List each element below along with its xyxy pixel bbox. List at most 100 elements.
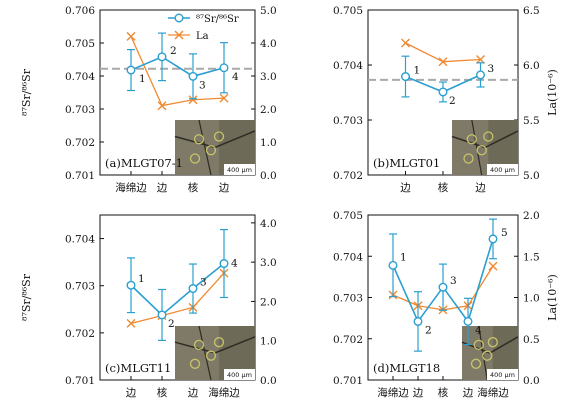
left-tick-label: 0.706 bbox=[65, 5, 95, 17]
sr-point-label: 2 bbox=[170, 45, 177, 57]
sr-point bbox=[219, 63, 229, 73]
left-tick-label: 0.702 bbox=[65, 328, 95, 340]
chart-panel-4: 0.701 0.702 0.703 0.704 0.705 0.0 0.5 1.0 1.5 2.0… bbox=[333, 210, 559, 399]
sr-point-label: 3 bbox=[450, 275, 457, 287]
legend-sr-label: ⁸⁷Sr/⁸⁶Sr bbox=[196, 14, 239, 25]
right-tick-label: 2.0 bbox=[260, 104, 277, 116]
category-label: 海绵边 bbox=[477, 386, 509, 399]
sr-point-label: 2 bbox=[449, 95, 456, 107]
category-label: 核 bbox=[157, 386, 168, 399]
legend-la-marker bbox=[174, 30, 184, 40]
micrograph-spot bbox=[473, 339, 484, 351]
legend: ⁸⁷Sr/⁸⁶Sr La bbox=[168, 13, 239, 42]
micrograph-texture bbox=[175, 120, 219, 175]
category-label: 边 bbox=[126, 387, 137, 399]
scale-bar-label: 400 μm bbox=[490, 371, 515, 379]
category-label: 边 bbox=[188, 387, 199, 399]
chart-panel-1: 0.701 0.702 0.703 0.704 0.705 0.706 0.0 1.0 2.0 3… bbox=[20, 5, 277, 194]
left-tick-label: 0.702 bbox=[333, 334, 363, 346]
category-label: 边 bbox=[157, 182, 168, 194]
panel-label: (b)MLGT01 bbox=[373, 156, 440, 170]
sr-point-label: 1 bbox=[138, 273, 145, 285]
la-marker-stroke bbox=[476, 55, 485, 64]
la-marker-stroke bbox=[126, 318, 136, 328]
left-tick-label: 0.703 bbox=[333, 293, 363, 305]
right-tick-label: 1.0 bbox=[523, 293, 540, 305]
left-tick-label: 0.703 bbox=[333, 115, 363, 127]
inset-micrograph: 400 μm bbox=[174, 119, 256, 176]
right-tick-label: 3.0 bbox=[260, 71, 277, 83]
micrograph-spot bbox=[189, 358, 201, 369]
sr-point bbox=[413, 316, 423, 326]
left-tick-label: 0.701 bbox=[65, 375, 95, 387]
sr-point bbox=[463, 316, 473, 326]
right-tick-label: 0.0 bbox=[260, 170, 277, 182]
sr-point bbox=[438, 282, 448, 292]
left-axis-title: ⁸⁷Sr/⁸⁶Sr bbox=[20, 68, 33, 116]
left-tick-label: 0.705 bbox=[333, 5, 363, 17]
sr-point-label: 2 bbox=[425, 324, 432, 336]
category-label: 边 bbox=[413, 387, 424, 399]
left-tick-label: 0.702 bbox=[65, 137, 95, 149]
right-axis-title: La(10⁻⁶) bbox=[546, 274, 559, 321]
right-tick-label: 4.0 bbox=[260, 38, 277, 50]
scale-bar-box bbox=[487, 369, 518, 380]
left-axis-title: ⁸⁷Sr/⁸⁶Sr bbox=[20, 273, 33, 321]
sr-point bbox=[157, 310, 167, 320]
inset-micrograph: 400 μm bbox=[174, 325, 256, 381]
category-label: 边 bbox=[475, 182, 486, 194]
la-series-line bbox=[130, 36, 225, 107]
left-tick-label: 0.703 bbox=[65, 104, 95, 116]
sr-point bbox=[401, 72, 411, 82]
la-marker-stroke bbox=[126, 31, 136, 41]
sr-point-label: 2 bbox=[168, 318, 175, 330]
la-point bbox=[401, 38, 410, 48]
right-tick-label: 5.5 bbox=[523, 115, 540, 127]
left-tick-label: 0.704 bbox=[65, 71, 95, 83]
sr-point-label: 5 bbox=[501, 227, 508, 239]
left-tick-label: 0.704 bbox=[333, 60, 363, 72]
sr-point bbox=[188, 284, 198, 294]
chart-panel-3: 0.7010.7020.7030.7040.01.02.03.04.0边核边海绵… bbox=[20, 214, 277, 399]
sr-point bbox=[126, 65, 136, 75]
la-point bbox=[488, 261, 498, 271]
panel-label: (d)MLGT18 bbox=[373, 361, 440, 375]
category-label: 边 bbox=[219, 182, 230, 194]
micrograph-spot bbox=[463, 153, 474, 164]
scale-bar-box bbox=[224, 369, 255, 380]
micrograph-spot bbox=[213, 131, 225, 142]
micrograph-crack bbox=[198, 119, 212, 176]
legend-sr-marker bbox=[174, 13, 184, 23]
micrograph-spot bbox=[482, 350, 493, 361]
sr-point bbox=[126, 280, 136, 290]
left-tick-label: 0.701 bbox=[65, 170, 95, 182]
micrograph-texture bbox=[175, 326, 219, 380]
right-tick-label: 1.5 bbox=[523, 251, 540, 263]
la-series-line bbox=[405, 42, 481, 63]
scale-bar-label: 400 μm bbox=[490, 166, 515, 174]
micrograph-spot bbox=[205, 350, 217, 361]
right-tick-label: 5.0 bbox=[260, 5, 277, 17]
micrograph-spot bbox=[483, 131, 494, 142]
inset-micrograph: 400 μm bbox=[451, 119, 519, 176]
left-tick-label: 0.704 bbox=[333, 251, 363, 263]
la-marker-stroke bbox=[157, 101, 167, 111]
right-tick-label: 0.0 bbox=[260, 375, 277, 387]
sr-point-label: 1 bbox=[400, 251, 407, 263]
panel-label: (c)MLGT11 bbox=[105, 361, 171, 375]
left-tick-label: 0.705 bbox=[65, 38, 95, 50]
sr-series-line bbox=[130, 55, 225, 78]
sr-point bbox=[388, 260, 398, 270]
left-tick-label: 0.703 bbox=[65, 281, 95, 293]
la-point bbox=[219, 93, 229, 103]
la-series-line bbox=[130, 272, 225, 325]
micrograph-crack bbox=[198, 325, 212, 381]
la-marker-stroke bbox=[438, 57, 448, 67]
la-point bbox=[476, 55, 485, 64]
chart-panel-2: 0.702 0.703 0.704 0.705 5.0 5.5 6.0 6.5 边 核 边 La(10… bbox=[333, 5, 559, 194]
micrograph-spot bbox=[487, 337, 498, 348]
la-point bbox=[126, 318, 136, 328]
scale-bar-label: 400 μm bbox=[227, 166, 252, 174]
inset-micrograph: 400 μm bbox=[461, 325, 519, 381]
sr-point bbox=[157, 52, 167, 62]
